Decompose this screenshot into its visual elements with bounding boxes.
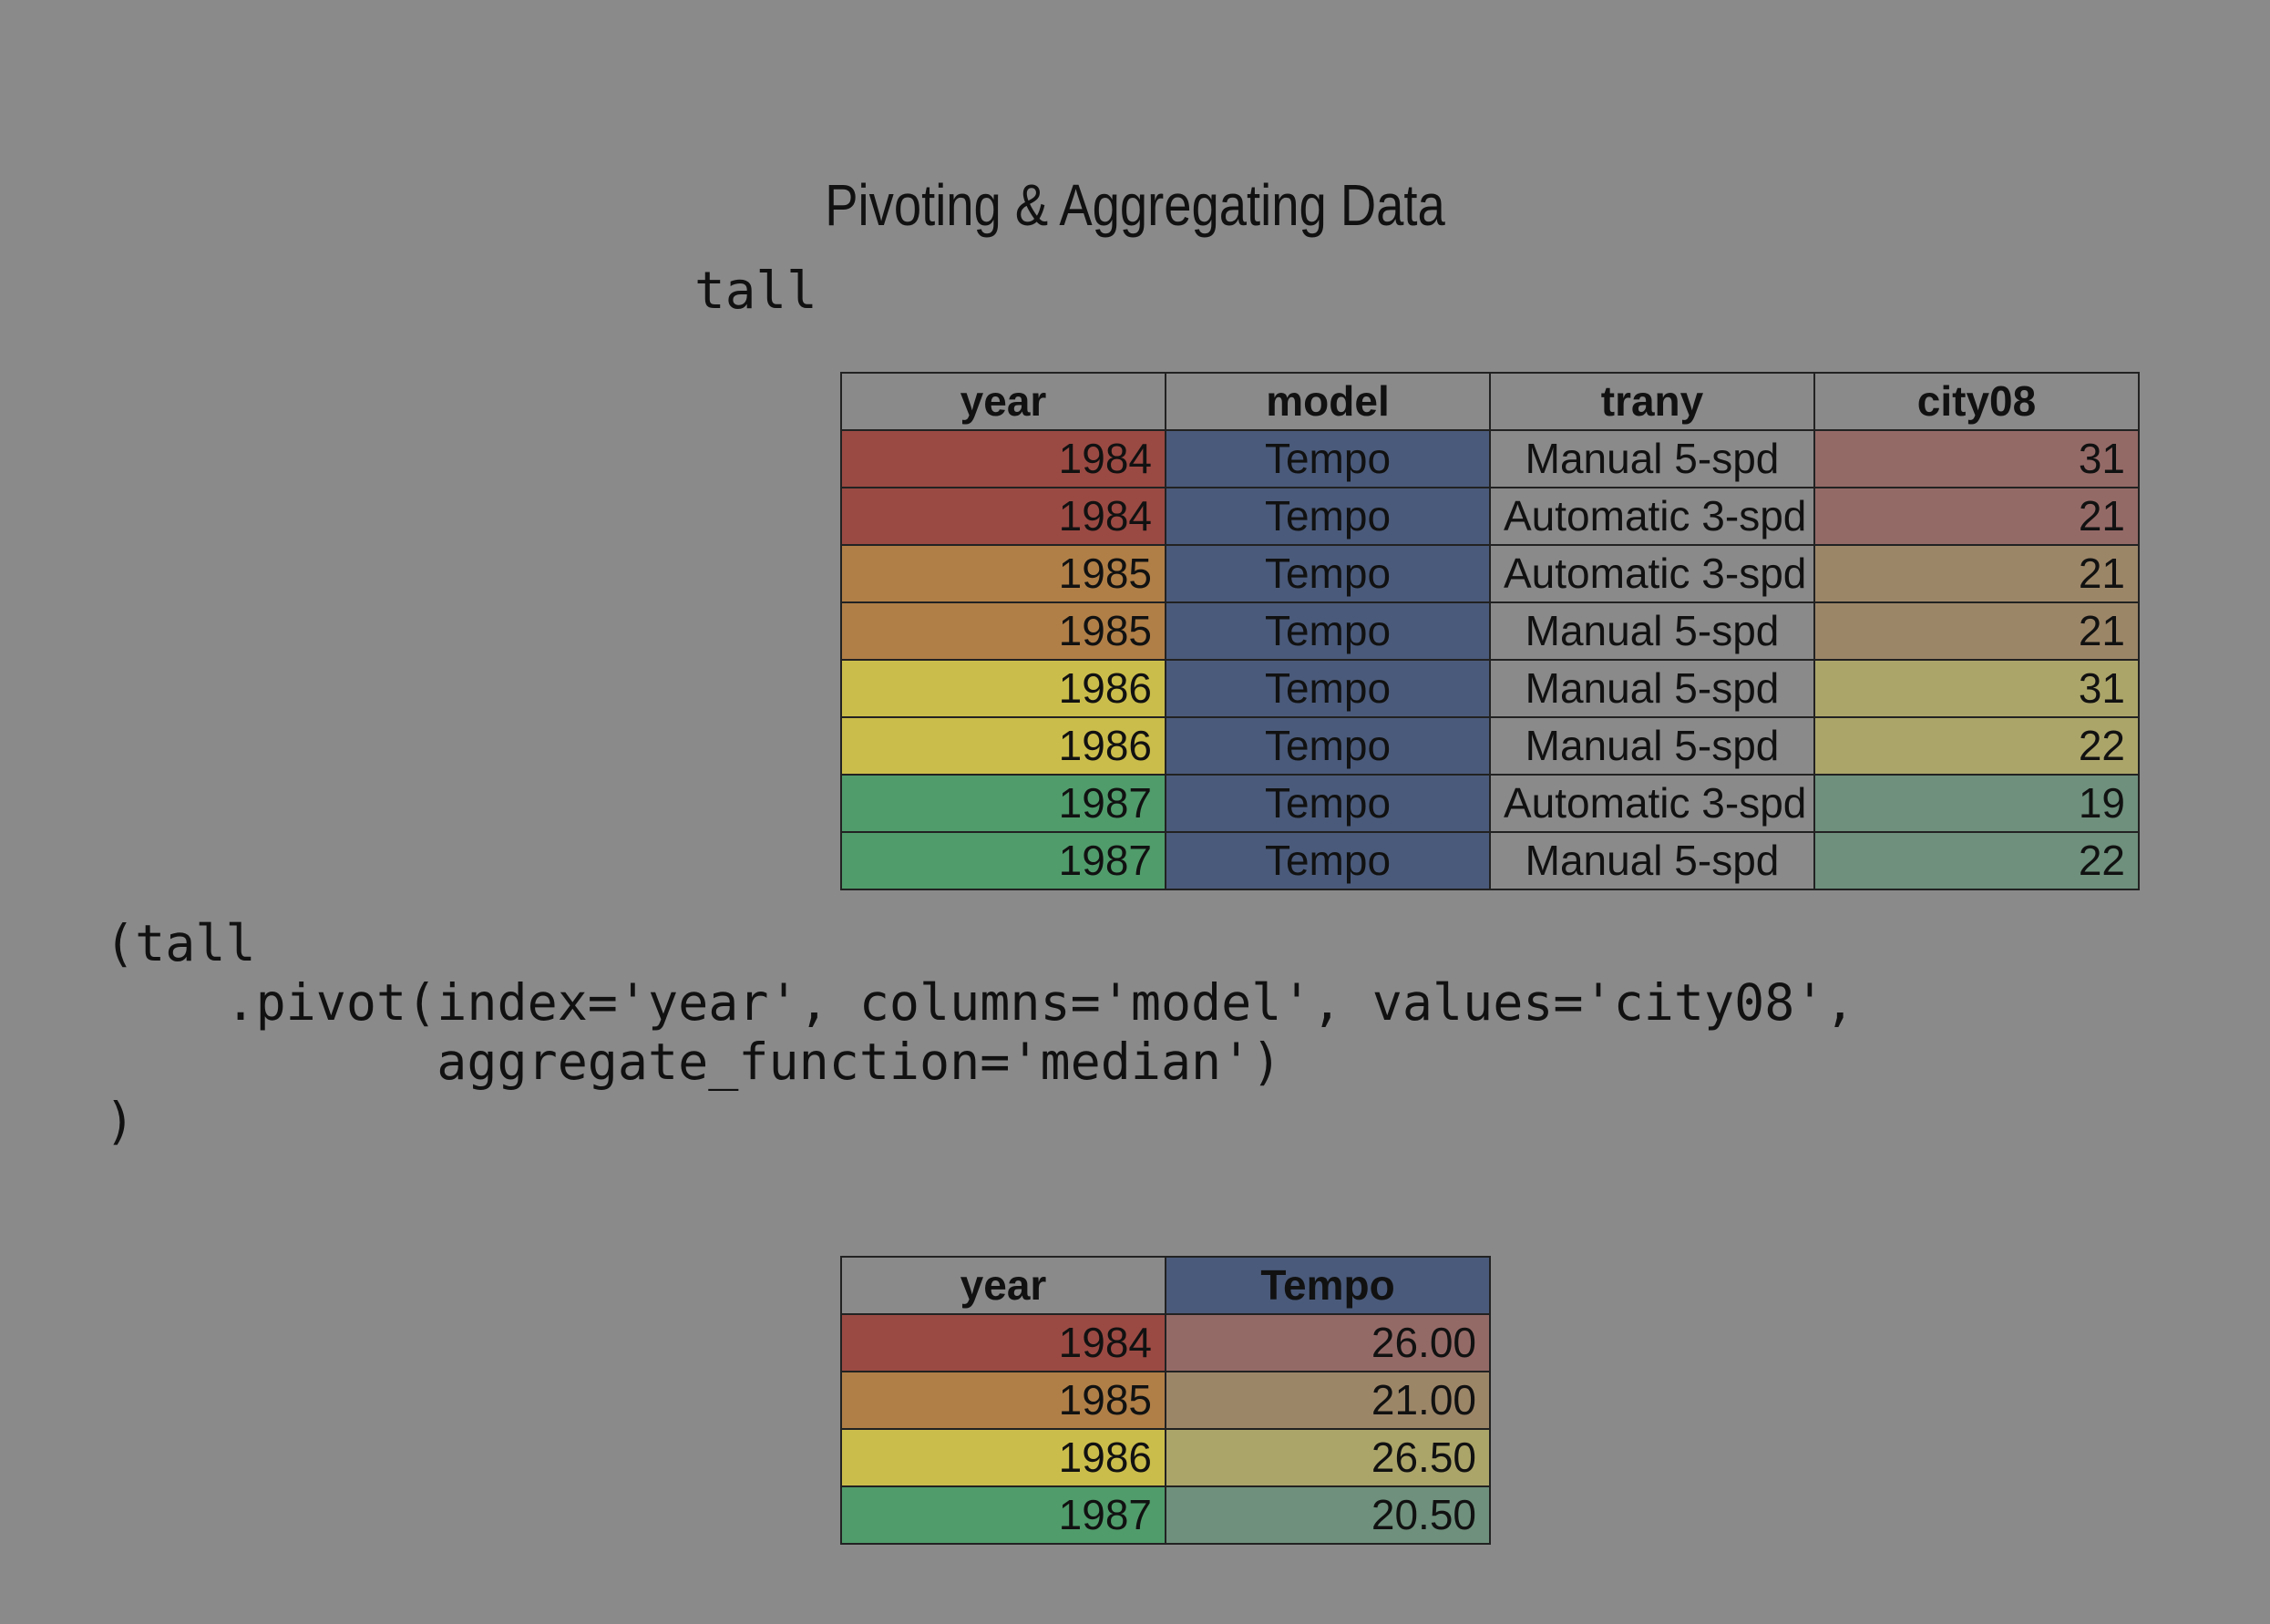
cell-city08: 21 (1813, 601, 2140, 661)
cell-city08: 31 (1813, 429, 2140, 488)
cell-year: 1986 (840, 659, 1166, 718)
table-row: 1984 Tempo Manual 5-spd 31 (840, 429, 2140, 488)
cell-year: 1985 (840, 544, 1166, 603)
table-row: 1984 Tempo Automatic 3-spd 21 (840, 487, 2140, 546)
table-row: 1985 21.00 (840, 1371, 1491, 1430)
cell-trany: Manual 5-spd (1489, 716, 1815, 776)
cell-trany: Manual 5-spd (1489, 659, 1815, 718)
cell-city08: 21 (1813, 544, 2140, 603)
table-row: 1986 Tempo Manual 5-spd 31 (840, 659, 2140, 718)
table-row: 1987 20.50 (840, 1485, 1491, 1545)
column-header-year: year (840, 372, 1166, 431)
cell-year: 1987 (840, 1485, 1166, 1545)
cell-city08: 21 (1813, 487, 2140, 546)
table-header-row: year model trany city08 (840, 372, 2140, 431)
cell-trany: Manual 5-spd (1489, 831, 1815, 890)
cell-trany: Automatic 3-spd (1489, 774, 1815, 833)
cell-model: Tempo (1165, 659, 1491, 718)
cell-year: 1985 (840, 1371, 1166, 1430)
column-header-model: model (1165, 372, 1491, 431)
table-row: 1985 Tempo Automatic 3-spd 21 (840, 544, 2140, 603)
table-row: 1987 Tempo Automatic 3-spd 19 (840, 774, 2140, 833)
table-row: 1987 Tempo Manual 5-spd 22 (840, 831, 2140, 890)
cell-model: Tempo (1165, 774, 1491, 833)
cell-tempo: 21.00 (1165, 1371, 1491, 1430)
page-title: Pivoting & Aggregating Data (825, 172, 1445, 238)
cell-city08: 19 (1813, 774, 2140, 833)
cell-year: 1985 (840, 601, 1166, 661)
cell-tempo: 20.50 (1165, 1485, 1491, 1545)
cell-year: 1984 (840, 429, 1166, 488)
column-header-city08: city08 (1813, 372, 2140, 431)
cell-model: Tempo (1165, 544, 1491, 603)
cell-model: Tempo (1165, 831, 1491, 890)
cell-year: 1984 (840, 1313, 1166, 1372)
cell-city08: 31 (1813, 659, 2140, 718)
table-row: 1986 Tempo Manual 5-spd 22 (840, 716, 2140, 776)
tall-dataframe-table: year model trany city08 1984 Tempo Manual … (840, 372, 2140, 890)
code-snippet: (tall .pivot(index='year', columns='mode… (105, 914, 1855, 1150)
dataframe-name-label: tall (694, 262, 817, 321)
cell-model: Tempo (1165, 429, 1491, 488)
cell-year: 1987 (840, 831, 1166, 890)
cell-city08: 22 (1813, 716, 2140, 776)
column-header-trany: trany (1489, 372, 1815, 431)
column-header-year: year (840, 1256, 1166, 1315)
cell-trany: Automatic 3-spd (1489, 487, 1815, 546)
cell-year: 1984 (840, 487, 1166, 546)
table-row: 1986 26.50 (840, 1428, 1491, 1487)
cell-year: 1986 (840, 1428, 1166, 1487)
cell-year: 1987 (840, 774, 1166, 833)
cell-trany: Manual 5-spd (1489, 429, 1815, 488)
cell-city08: 22 (1813, 831, 2140, 890)
table-header-row: year Tempo (840, 1256, 1491, 1315)
cell-tempo: 26.50 (1165, 1428, 1491, 1487)
table-row: 1985 Tempo Manual 5-spd 21 (840, 601, 2140, 661)
cell-model: Tempo (1165, 601, 1491, 661)
column-header-tempo: Tempo (1165, 1256, 1491, 1315)
cell-tempo: 26.00 (1165, 1313, 1491, 1372)
pivoted-dataframe-table: year Tempo 1984 26.00 1985 21.00 1986 26.50 19… (840, 1256, 1491, 1545)
cell-trany: Manual 5-spd (1489, 601, 1815, 661)
cell-trany: Automatic 3-spd (1489, 544, 1815, 603)
cell-model: Tempo (1165, 716, 1491, 776)
cell-year: 1986 (840, 716, 1166, 776)
cell-model: Tempo (1165, 487, 1491, 546)
table-row: 1984 26.00 (840, 1313, 1491, 1372)
